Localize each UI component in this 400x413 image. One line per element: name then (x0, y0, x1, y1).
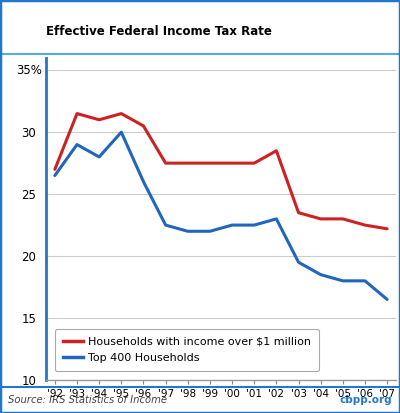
Text: cbpp.org: cbpp.org (339, 395, 392, 405)
Text: Figure 1:: Figure 1: (173, 6, 227, 19)
Text: Source: IRS Statistics of Income: Source: IRS Statistics of Income (8, 395, 167, 405)
Text: Tax Rates Dropping Sharply for Highest Earners: Tax Rates Dropping Sharply for Highest E… (12, 32, 388, 46)
Text: Effective Federal Income Tax Rate: Effective Federal Income Tax Rate (46, 26, 272, 38)
Text: 35%: 35% (17, 64, 42, 77)
Legend: Households with income over $1 million, Top 400 Households: Households with income over $1 million, … (55, 329, 319, 371)
